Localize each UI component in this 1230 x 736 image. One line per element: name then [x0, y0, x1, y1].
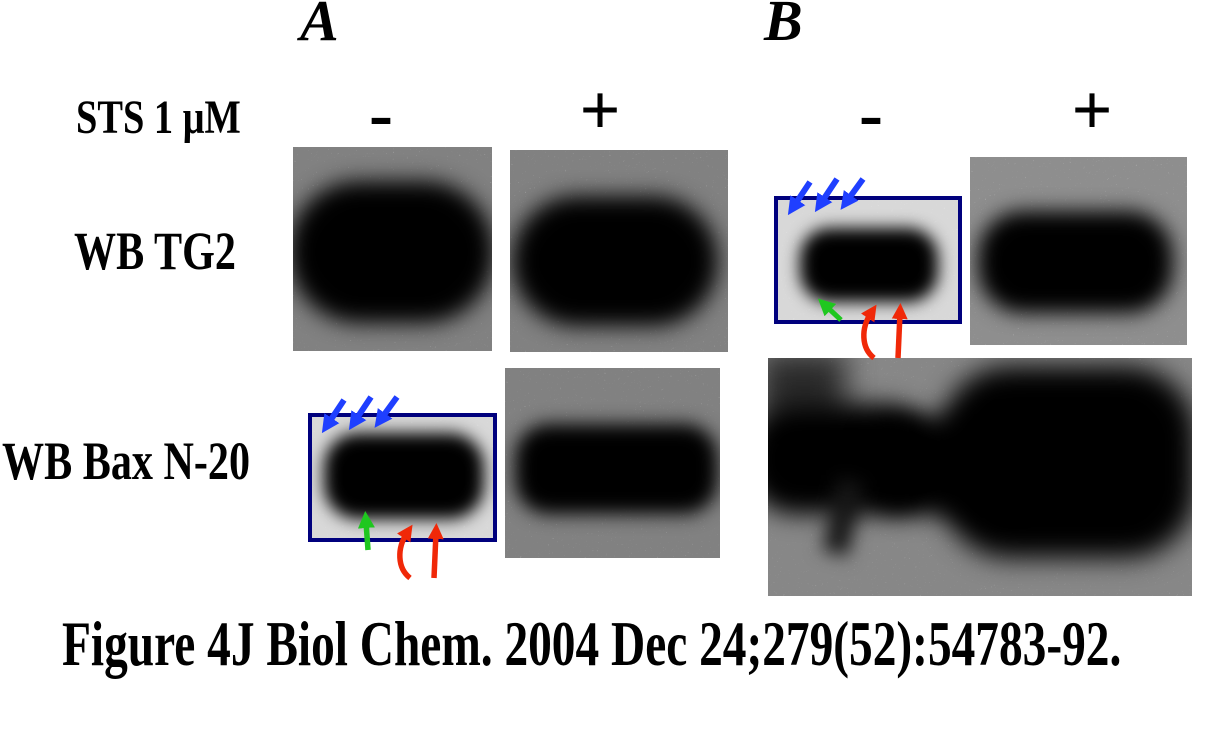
blot-band	[800, 228, 938, 302]
lane-sign-a-minus: -	[369, 74, 393, 154]
panel-b-label: B	[764, 0, 803, 53]
red-curved-arrow-icon	[397, 524, 413, 581]
blot-band	[515, 424, 718, 514]
green-arrowhead-icon	[817, 298, 843, 322]
blot-band	[324, 433, 484, 519]
blot-band	[978, 211, 1173, 313]
red-straight-arrow-icon	[891, 303, 908, 359]
red-arrows-icon	[861, 303, 908, 361]
blot-band	[512, 196, 718, 326]
blot-bax-a-minus-box	[308, 413, 497, 542]
blot-bax-a-plus	[505, 368, 720, 558]
blot-tg2-b-plus	[970, 157, 1187, 345]
blue-triple-arrow-icon	[321, 395, 400, 434]
red-curved-arrow-icon	[861, 304, 877, 361]
row-label-tg2: WB TG2	[74, 221, 236, 281]
green-arrow-icon	[357, 511, 375, 551]
lane-sign-a-plus: +	[579, 70, 621, 150]
blot-blob	[940, 366, 1192, 558]
panel-a-label: A	[300, 0, 339, 53]
blot-tg2-b-minus-box	[774, 196, 962, 324]
red-arrows-icon	[397, 523, 444, 581]
blot-bax-b	[768, 358, 1192, 596]
row-label-bax: WB Bax N-20	[2, 431, 251, 491]
blue-triple-arrow-icon	[787, 177, 866, 216]
lane-sign-b-plus: +	[1071, 70, 1113, 150]
figure-caption: Figure 4J Biol Chem. 2004 Dec 24;279(52)…	[62, 608, 1122, 679]
blot-tg2-a-plus	[510, 150, 728, 352]
blot-tg2-a-minus	[293, 147, 492, 351]
red-straight-arrow-icon	[427, 523, 444, 579]
lane-sign-b-minus: -	[859, 74, 883, 154]
blot-band	[293, 181, 492, 323]
treatment-label: STS 1 μM	[76, 91, 241, 144]
